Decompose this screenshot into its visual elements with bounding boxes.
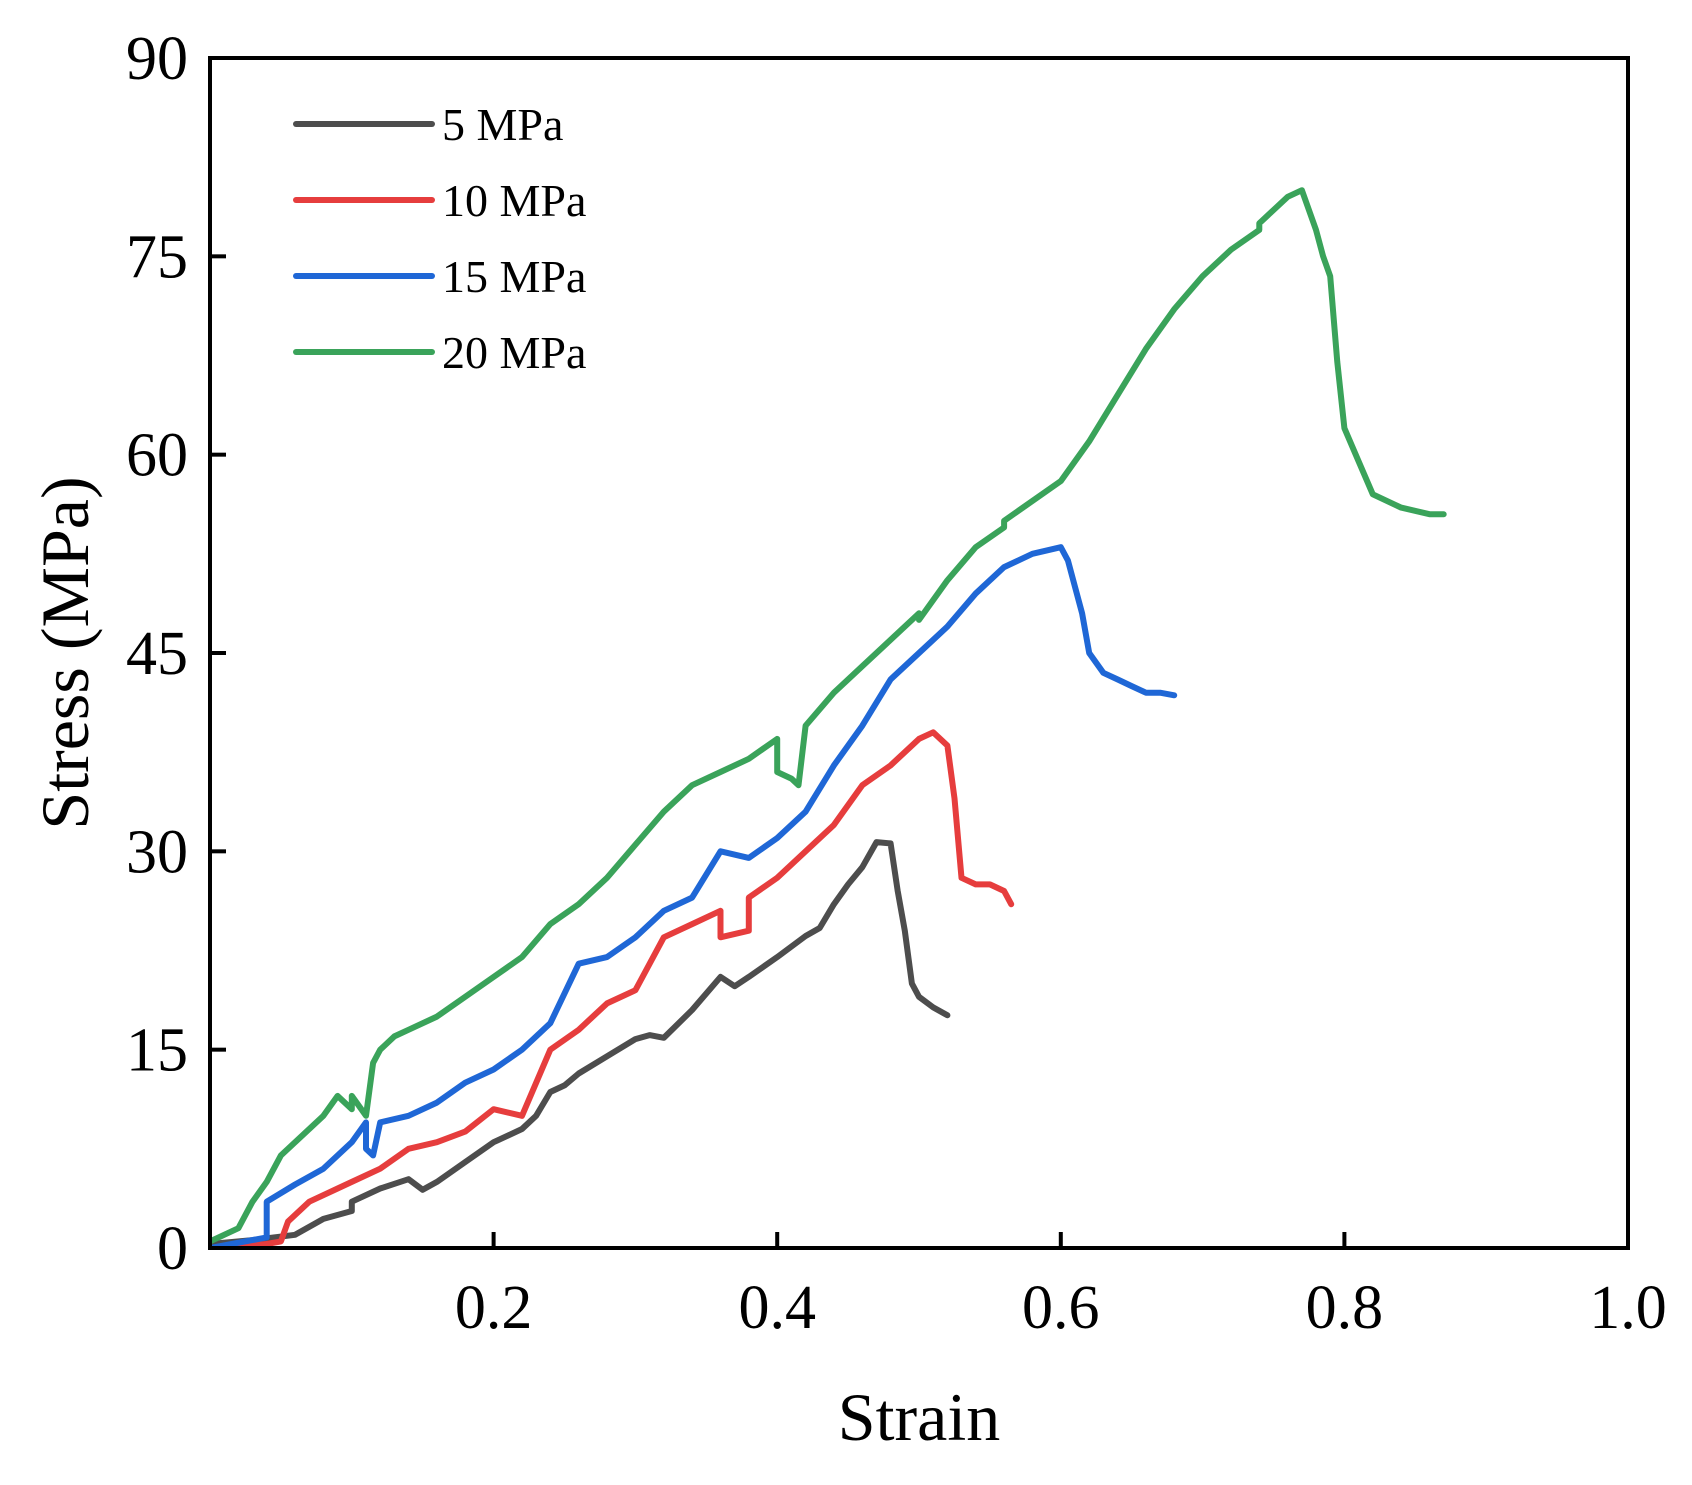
x-tick-label: 0.6 [1022, 1274, 1100, 1342]
y-tick-label: 45 [126, 620, 188, 688]
legend-item: 15 MPa [293, 251, 586, 302]
y-tick-label: 30 [126, 818, 188, 886]
x-axis-ticks: 0.2 0.4 0.6 0.8 1.0 [455, 1232, 1667, 1342]
legend-label: 5 MPa [442, 99, 563, 150]
legend-item: 10 MPa [293, 175, 586, 226]
x-tick-label: 0.8 [1306, 1274, 1384, 1342]
series-line-20-mpa [210, 187, 1447, 1245]
y-axis-ticks: 0 15 30 45 60 75 90 [126, 25, 226, 1283]
legend-label: 10 MPa [442, 175, 586, 226]
legend-label: 15 MPa [442, 251, 586, 302]
x-axis-title: Strain [838, 1379, 1000, 1455]
series-layer [210, 187, 1447, 1248]
x-tick-label: 0.2 [455, 1274, 533, 1342]
series-line-15-mpa [210, 544, 1178, 1248]
x-tick-label: 1.0 [1589, 1274, 1667, 1342]
y-tick-label: 0 [157, 1215, 188, 1283]
x-tick-label: 0.4 [738, 1274, 816, 1342]
legend: 5 MPa 10 MPa 15 MPa 20 MPa [293, 99, 586, 378]
legend-label: 20 MPa [442, 327, 586, 378]
series-line-10-mpa [210, 729, 1015, 1248]
y-tick-label: 75 [126, 223, 188, 291]
y-axis-title: Stress (MPa) [27, 476, 103, 829]
series-line-5-mpa [210, 839, 951, 1247]
y-tick-label: 15 [126, 1017, 188, 1085]
legend-item: 20 MPa [293, 327, 586, 378]
y-tick-label: 90 [126, 25, 188, 93]
legend-item: 5 MPa [293, 99, 563, 150]
y-tick-label: 60 [126, 422, 188, 490]
